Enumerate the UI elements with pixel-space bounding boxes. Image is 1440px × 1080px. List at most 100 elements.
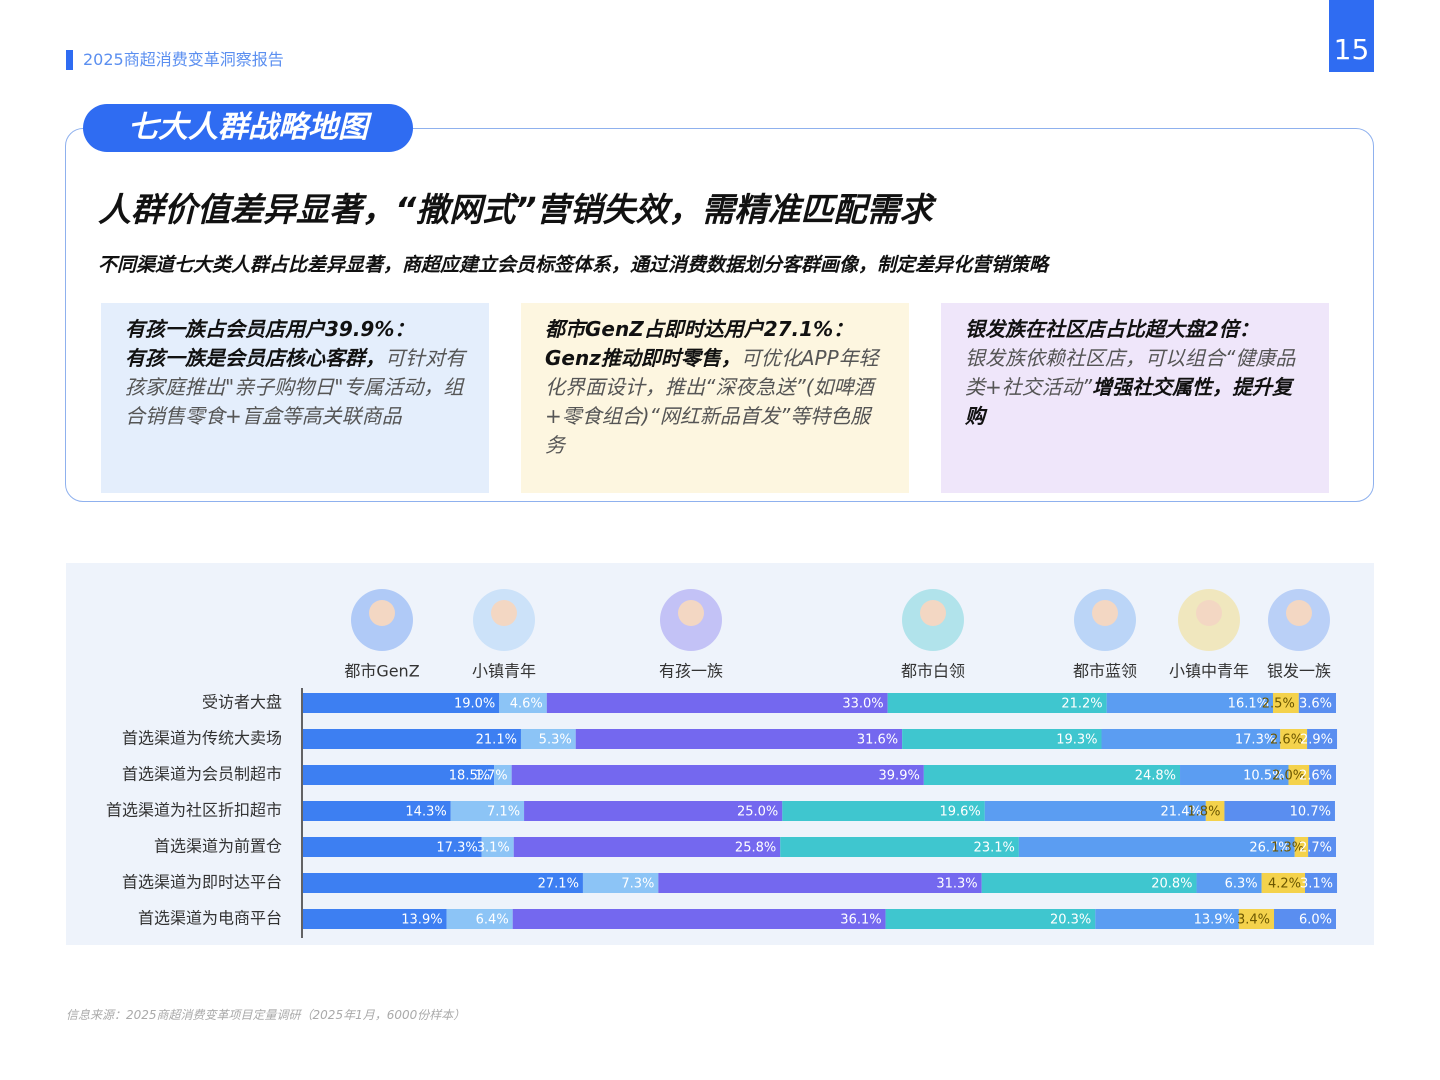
panel: [65, 128, 1374, 502]
value-label: 3.1%: [477, 841, 510, 856]
value-label: 17.3%: [1235, 733, 1276, 748]
bar-segment: [446, 909, 513, 929]
bar-segment: [481, 837, 514, 857]
legend-label: 小镇青年: [472, 662, 536, 681]
bar-segment: [1308, 837, 1336, 857]
bar-segment: [450, 801, 525, 821]
avatar-head: [678, 600, 704, 626]
insight-card: 银发族在社区店占比超大盘2倍： 银发族依赖社区店，可以组合“健康品类+社交活动”增…: [941, 303, 1329, 493]
category-label: 首选渠道为会员制超市: [122, 765, 282, 784]
avatar-head: [1196, 600, 1222, 626]
card-text: 银发族依赖社区店，可以组合“健康品类+社交活动”: [965, 346, 1296, 399]
bar-segment: [1106, 693, 1273, 713]
value-label: 36.1%: [840, 913, 881, 928]
bar-segment: [1274, 909, 1336, 929]
chart-area: 都市GenZ 小镇青年 有孩一族 都市白领 都市蓝领 小镇中青年 银发一族 受访者大盘 19.0…: [66, 563, 1374, 945]
bar-segment: [1298, 693, 1336, 713]
bar-segment: [303, 909, 447, 929]
value-label: 3.1%: [1300, 877, 1333, 892]
bar-segment: [923, 765, 1181, 785]
bar-segment: [511, 765, 924, 785]
value-label: 4.6%: [510, 697, 543, 712]
card-title: 有孩一族占会员店用户39.9%：: [125, 317, 415, 341]
card-text: 可针对有孩家庭推出"亲子购物日"专属活动，组合销售零食+盲盒等高关联商品: [125, 346, 465, 428]
bar-segment: [499, 693, 547, 713]
bar-segment: [981, 873, 1197, 893]
bar-segment: [582, 873, 659, 893]
insight-card: 都市GenZ占即时达用户27.1%： Genz推动即时零售，可优化APP年轻化界面…: [521, 303, 909, 493]
value-label: 6.3%: [1225, 877, 1258, 892]
bar-segment: [1196, 873, 1262, 893]
bar-segment: [303, 801, 451, 821]
value-label: 20.8%: [1151, 877, 1192, 892]
bar-segment: [1261, 873, 1306, 893]
bar-segment: [1205, 801, 1225, 821]
value-label: 23.1%: [974, 841, 1015, 856]
bar-segment: [902, 729, 1102, 749]
bar-segment: [1018, 837, 1295, 857]
value-label: 25.0%: [737, 805, 778, 820]
bar-segment: [984, 801, 1206, 821]
source: 信息来源：2025商超消费变革项目定量调研（2025年1月，6000份样本）: [66, 1008, 466, 1022]
bar-segment: [1280, 729, 1308, 749]
value-label: 3.6%: [1299, 697, 1332, 712]
value-label: 1.8%: [1187, 805, 1220, 820]
value-label: 1.3%: [1271, 841, 1304, 856]
bar-segment: [1095, 909, 1239, 929]
bar-segment: [1238, 909, 1275, 929]
legend-label: 都市GenZ: [344, 662, 419, 681]
value-label: 31.6%: [857, 733, 898, 748]
value-label: 2.9%: [1300, 733, 1333, 748]
value-label: 24.8%: [1135, 769, 1176, 784]
value-label: 6.0%: [1299, 913, 1332, 928]
bar-segment: [303, 873, 583, 893]
bar-segment: [1101, 729, 1281, 749]
value-label: 13.9%: [401, 913, 442, 928]
value-label: 20.3%: [1050, 913, 1091, 928]
legend-label: 银发一族: [1267, 662, 1331, 681]
bar-segment: [780, 837, 1019, 857]
category-label: 首选渠道为社区折扣超市: [106, 801, 282, 820]
subheadline: 不同渠道七大类人群占比差异显著，商超应建立会员标签体系，通过消费数据划分客群画像…: [98, 254, 1049, 276]
bar-segment: [658, 873, 982, 893]
bar-segment: [494, 765, 512, 785]
bar-segment: [546, 693, 888, 713]
bar-segment: [524, 801, 783, 821]
legend-label: 有孩一族: [659, 662, 723, 681]
card-text: 增强社交属性，提升复购: [965, 375, 1293, 428]
value-label: 19.6%: [939, 805, 980, 820]
value-label: 25.8%: [735, 841, 776, 856]
avatar-head: [920, 600, 946, 626]
bar-segment: [1288, 765, 1310, 785]
bar-segment: [303, 693, 500, 713]
value-label: 3.4%: [1237, 913, 1270, 928]
bar-segment: [1294, 837, 1309, 857]
bar-segment: [513, 837, 781, 857]
legend-label: 小镇中青年: [1169, 662, 1249, 681]
bar-segment: [303, 729, 521, 749]
value-label: 13.9%: [1194, 913, 1235, 928]
value-label: 31.3%: [936, 877, 977, 892]
bar-segment: [887, 693, 1107, 713]
insight-card: 有孩一族占会员店用户39.9%： 有孩一族是会员店核心客群，可针对有孩家庭推出"亲…: [101, 303, 489, 493]
value-label: 21.1%: [476, 733, 517, 748]
value-label: 7.3%: [621, 877, 654, 892]
card-title: 银发族在社区店占比超大盘2倍：: [965, 317, 1259, 341]
bar-segment: [1305, 873, 1338, 893]
value-label: 6.4%: [476, 913, 509, 928]
bar-segment: [512, 909, 886, 929]
bar-segment: [1224, 801, 1335, 821]
value-label: 2.5%: [1262, 697, 1295, 712]
value-label: 2.6%: [1299, 769, 1332, 784]
value-label: 7.1%: [487, 805, 520, 820]
category-label: 首选渠道为前置仓: [154, 837, 282, 856]
bar-segment: [520, 729, 576, 749]
bar-segment: [1309, 765, 1336, 785]
value-label: 26.7%: [1249, 841, 1290, 856]
value-label: 21.2%: [1061, 697, 1102, 712]
value-label: 5.3%: [539, 733, 572, 748]
bar-segment: [303, 837, 482, 857]
card-text: 有孩一族是会员店核心客群，: [125, 346, 385, 370]
category-label: 受访者大盘: [202, 693, 282, 712]
value-label: 4.2%: [1268, 877, 1301, 892]
